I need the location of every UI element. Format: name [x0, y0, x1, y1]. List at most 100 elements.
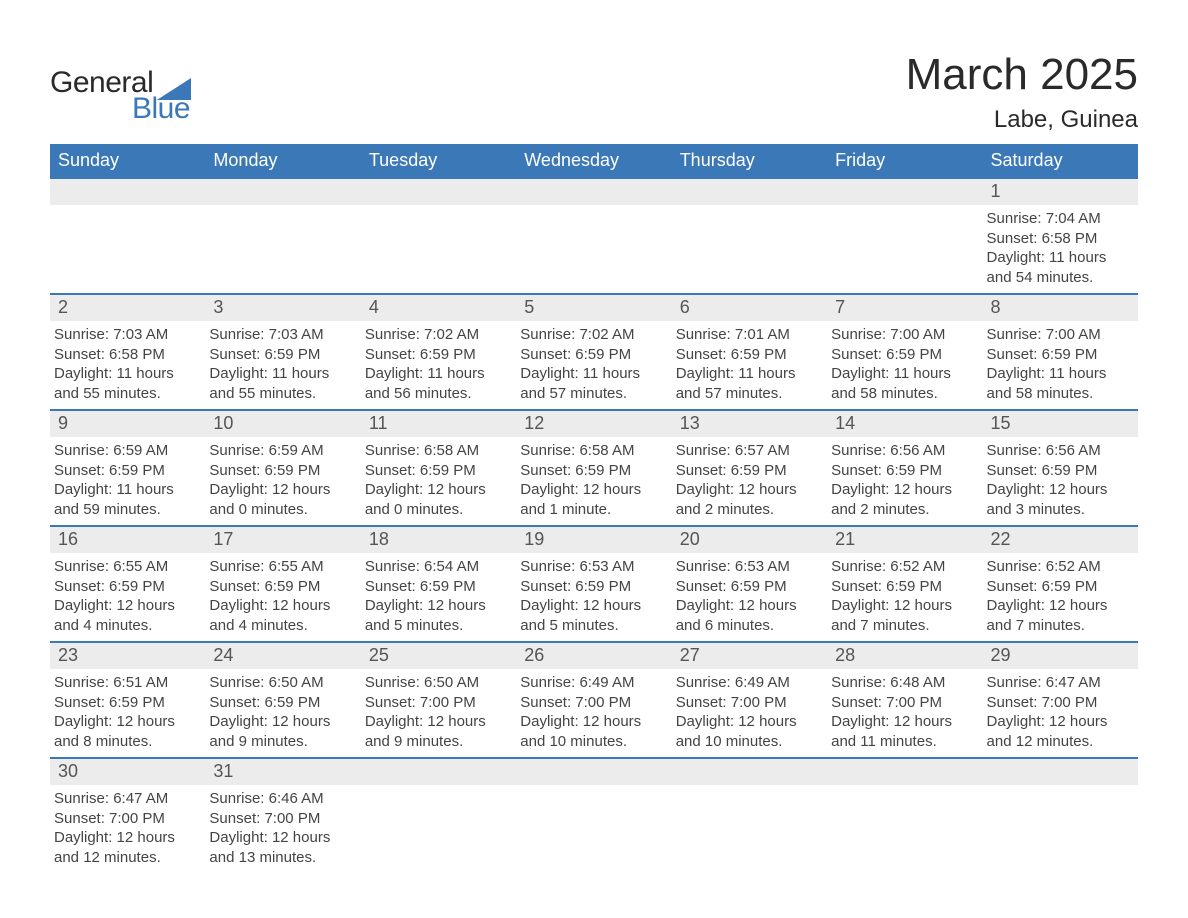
sunset-text: Sunset: 6:59 PM	[987, 345, 1134, 365]
sunset-text: Sunset: 6:59 PM	[54, 693, 201, 713]
sunrise-text: Sunrise: 6:52 AM	[831, 557, 978, 577]
week-row: 16Sunrise: 6:55 AMSunset: 6:59 PMDayligh…	[50, 525, 1138, 641]
day-cell: 11Sunrise: 6:58 AMSunset: 6:59 PMDayligh…	[361, 411, 516, 525]
weekday-header-cell: Thursday	[672, 144, 827, 177]
week-row: 9Sunrise: 6:59 AMSunset: 6:59 PMDaylight…	[50, 409, 1138, 525]
day-cell: 31Sunrise: 6:46 AMSunset: 7:00 PMDayligh…	[205, 759, 360, 873]
day-number	[672, 179, 827, 205]
daylight-text: Daylight: 12 hours and 2 minutes.	[676, 480, 823, 519]
day-content: Sunrise: 6:54 AMSunset: 6:59 PMDaylight:…	[361, 553, 516, 641]
day-cell: 20Sunrise: 6:53 AMSunset: 6:59 PMDayligh…	[672, 527, 827, 641]
header: General Blue March 2025 Labe, Guinea	[50, 50, 1138, 134]
sunset-text: Sunset: 6:59 PM	[676, 461, 823, 481]
day-cell	[516, 179, 671, 293]
sunset-text: Sunset: 6:58 PM	[987, 229, 1134, 249]
page-title: March 2025	[906, 50, 1138, 100]
sunset-text: Sunset: 6:59 PM	[831, 345, 978, 365]
day-cell	[361, 179, 516, 293]
sunset-text: Sunset: 6:59 PM	[520, 461, 667, 481]
day-content: Sunrise: 7:03 AMSunset: 6:58 PMDaylight:…	[50, 321, 205, 409]
daylight-text: Daylight: 11 hours and 55 minutes.	[54, 364, 201, 403]
day-cell: 21Sunrise: 6:52 AMSunset: 6:59 PMDayligh…	[827, 527, 982, 641]
daylight-text: Daylight: 11 hours and 56 minutes.	[365, 364, 512, 403]
day-number: 7	[827, 295, 982, 321]
day-cell: 19Sunrise: 6:53 AMSunset: 6:59 PMDayligh…	[516, 527, 671, 641]
day-content: Sunrise: 6:47 AMSunset: 7:00 PMDaylight:…	[983, 669, 1138, 757]
sunrise-text: Sunrise: 6:53 AM	[676, 557, 823, 577]
sunrise-text: Sunrise: 7:02 AM	[520, 325, 667, 345]
day-number	[361, 759, 516, 785]
sunset-text: Sunset: 6:59 PM	[365, 345, 512, 365]
daylight-text: Daylight: 12 hours and 5 minutes.	[365, 596, 512, 635]
day-content: Sunrise: 6:46 AMSunset: 7:00 PMDaylight:…	[205, 785, 360, 873]
daylight-text: Daylight: 12 hours and 2 minutes.	[831, 480, 978, 519]
daylight-text: Daylight: 12 hours and 12 minutes.	[987, 712, 1134, 751]
sunset-text: Sunset: 7:00 PM	[831, 693, 978, 713]
sunrise-text: Sunrise: 7:04 AM	[987, 209, 1134, 229]
day-cell: 4Sunrise: 7:02 AMSunset: 6:59 PMDaylight…	[361, 295, 516, 409]
day-number: 9	[50, 411, 205, 437]
day-content	[361, 205, 516, 215]
day-cell: 25Sunrise: 6:50 AMSunset: 7:00 PMDayligh…	[361, 643, 516, 757]
day-cell: 15Sunrise: 6:56 AMSunset: 6:59 PMDayligh…	[983, 411, 1138, 525]
day-content	[827, 205, 982, 215]
logo: General Blue	[50, 50, 191, 126]
day-number	[361, 179, 516, 205]
sunrise-text: Sunrise: 6:49 AM	[520, 673, 667, 693]
daylight-text: Daylight: 12 hours and 7 minutes.	[831, 596, 978, 635]
daylight-text: Daylight: 12 hours and 0 minutes.	[365, 480, 512, 519]
weekday-header-cell: Saturday	[983, 144, 1138, 177]
day-number: 30	[50, 759, 205, 785]
day-content: Sunrise: 7:00 AMSunset: 6:59 PMDaylight:…	[827, 321, 982, 409]
sunrise-text: Sunrise: 7:01 AM	[676, 325, 823, 345]
daylight-text: Daylight: 12 hours and 5 minutes.	[520, 596, 667, 635]
day-cell: 26Sunrise: 6:49 AMSunset: 7:00 PMDayligh…	[516, 643, 671, 757]
day-content	[672, 785, 827, 795]
day-content: Sunrise: 6:57 AMSunset: 6:59 PMDaylight:…	[672, 437, 827, 525]
day-cell: 6Sunrise: 7:01 AMSunset: 6:59 PMDaylight…	[672, 295, 827, 409]
day-number: 29	[983, 643, 1138, 669]
day-content: Sunrise: 7:03 AMSunset: 6:59 PMDaylight:…	[205, 321, 360, 409]
day-cell: 7Sunrise: 7:00 AMSunset: 6:59 PMDaylight…	[827, 295, 982, 409]
daylight-text: Daylight: 12 hours and 6 minutes.	[676, 596, 823, 635]
day-number	[827, 759, 982, 785]
daylight-text: Daylight: 12 hours and 4 minutes.	[209, 596, 356, 635]
day-number: 4	[361, 295, 516, 321]
daylight-text: Daylight: 12 hours and 4 minutes.	[54, 596, 201, 635]
day-cell: 8Sunrise: 7:00 AMSunset: 6:59 PMDaylight…	[983, 295, 1138, 409]
day-number	[516, 179, 671, 205]
sunrise-text: Sunrise: 6:47 AM	[987, 673, 1134, 693]
title-block: March 2025 Labe, Guinea	[906, 50, 1138, 134]
day-content	[205, 205, 360, 215]
sunset-text: Sunset: 6:59 PM	[209, 345, 356, 365]
day-content: Sunrise: 7:02 AMSunset: 6:59 PMDaylight:…	[361, 321, 516, 409]
sunset-text: Sunset: 6:59 PM	[987, 461, 1134, 481]
day-number	[827, 179, 982, 205]
day-number: 1	[983, 179, 1138, 205]
daylight-text: Daylight: 12 hours and 12 minutes.	[54, 828, 201, 867]
sunset-text: Sunset: 7:00 PM	[209, 809, 356, 829]
day-content: Sunrise: 6:49 AMSunset: 7:00 PMDaylight:…	[672, 669, 827, 757]
day-number	[672, 759, 827, 785]
day-content	[50, 205, 205, 215]
day-number: 2	[50, 295, 205, 321]
day-content	[983, 785, 1138, 795]
day-number: 28	[827, 643, 982, 669]
sunrise-text: Sunrise: 6:49 AM	[676, 673, 823, 693]
sunset-text: Sunset: 7:00 PM	[987, 693, 1134, 713]
day-number	[516, 759, 671, 785]
day-content: Sunrise: 6:50 AMSunset: 7:00 PMDaylight:…	[361, 669, 516, 757]
day-cell	[516, 759, 671, 873]
day-content	[827, 785, 982, 795]
day-number: 12	[516, 411, 671, 437]
day-number: 31	[205, 759, 360, 785]
day-cell: 27Sunrise: 6:49 AMSunset: 7:00 PMDayligh…	[672, 643, 827, 757]
sunrise-text: Sunrise: 7:00 AM	[987, 325, 1134, 345]
day-content: Sunrise: 7:02 AMSunset: 6:59 PMDaylight:…	[516, 321, 671, 409]
day-number: 27	[672, 643, 827, 669]
sunset-text: Sunset: 7:00 PM	[365, 693, 512, 713]
sunset-text: Sunset: 6:59 PM	[365, 461, 512, 481]
day-cell: 24Sunrise: 6:50 AMSunset: 6:59 PMDayligh…	[205, 643, 360, 757]
day-cell: 28Sunrise: 6:48 AMSunset: 7:00 PMDayligh…	[827, 643, 982, 757]
sunrise-text: Sunrise: 6:56 AM	[987, 441, 1134, 461]
